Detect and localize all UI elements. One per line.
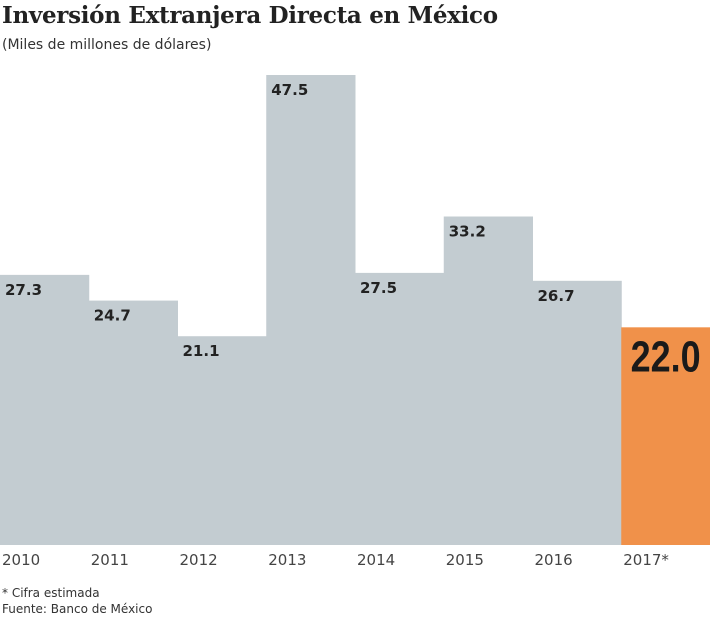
chart-subtitle: (Miles de millones de dólares) xyxy=(2,37,212,53)
bar-2013 xyxy=(266,75,356,545)
bar-2017* xyxy=(621,327,710,545)
data-label-2013: 47.5 xyxy=(271,81,308,99)
data-label-2016: 26.7 xyxy=(538,287,575,305)
data-label-2012: 21.1 xyxy=(183,342,220,360)
data-label-2015: 33.2 xyxy=(449,222,486,240)
data-label-2014: 27.5 xyxy=(360,279,397,297)
x-tick-2017*: 2017* xyxy=(623,551,669,569)
x-tick-2010: 2010 xyxy=(2,551,40,569)
footnotes: * Cifra estimada Fuente: Banco de México xyxy=(2,585,152,617)
bar-2014 xyxy=(355,272,445,545)
data-label-2010: 27.3 xyxy=(5,281,42,299)
bar-2016 xyxy=(532,280,622,545)
bar-2015 xyxy=(443,216,533,545)
data-label-2017*: 22.0 xyxy=(631,332,701,381)
bar-chart: 27.3 2010 24.7 2011 21.1 2012 47.5 2013 27.5 2014… xyxy=(0,75,710,569)
x-tick-2016: 2016 xyxy=(535,551,573,569)
estimate-note: * Cifra estimada xyxy=(2,586,100,600)
x-tick-2011: 2011 xyxy=(91,551,129,569)
x-tick-2012: 2012 xyxy=(180,551,218,569)
bar-2011 xyxy=(88,300,178,545)
bar-2010 xyxy=(0,274,90,545)
bar-2012 xyxy=(177,336,267,545)
x-tick-2015: 2015 xyxy=(446,551,484,569)
source-note: Fuente: Banco de México xyxy=(2,602,153,616)
x-tick-2013: 2013 xyxy=(268,551,306,569)
data-label-2011: 24.7 xyxy=(94,307,131,325)
chart-title: Inversión Extranjera Directa en México xyxy=(2,2,498,29)
x-tick-2014: 2014 xyxy=(357,551,395,569)
